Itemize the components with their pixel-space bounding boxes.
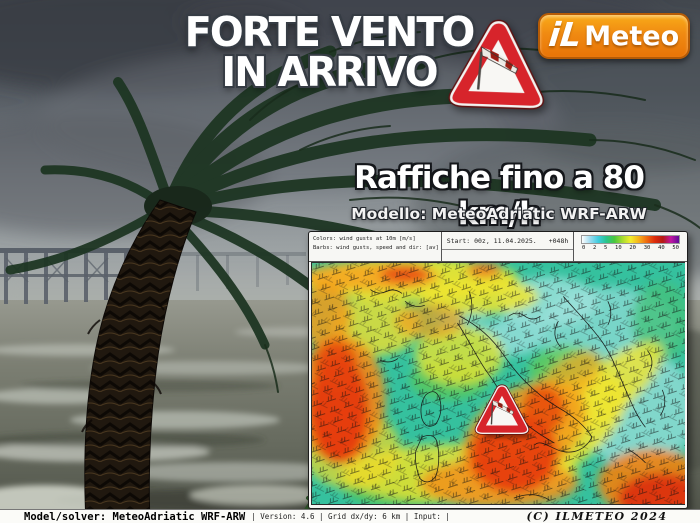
colorbar-tick: 50 [672,245,679,251]
map-info-line-1: Colors: wind gusts at 10m [m/s] [313,236,416,242]
wind-gust-map-panel: Colors: wind gusts at 10m [m/s] Barbs: w… [308,231,688,509]
ilmeteo-logo: iL Meteo [538,13,690,59]
logo-prefix: iL [546,14,584,54]
wind-gust-map [311,262,685,505]
map-legend: 0 2 5 10 20 30 40 50 [574,232,687,261]
footer-details: | Version: 4.6 | Grid dx/dy: 6 km | Inpu… [251,512,450,521]
footer-model-solver: Model/solver: MeteoAdriatic WRF-ARW [24,510,246,523]
colorbar-tick: 40 [658,245,665,251]
headline-line-1: FORTE VENTO [184,8,476,56]
map-forecast-offset: +048h [548,236,569,245]
headline-line-2: IN ARRIVO [221,48,438,97]
model-subtitle: Modello: MeteoAdriatic WRF-ARW [351,205,647,223]
headline: FORTE VENTO IN ARRIVO [183,8,476,97]
footer-bar: Model/solver: MeteoAdriatic WRF-ARW | Ve… [0,509,700,523]
map-start-cell: Start: 00z, 11.04.2025. +048h [441,232,574,261]
wind-barbs-2 [311,262,685,505]
colorbar-tick: 10 [615,245,622,251]
crosswind-warning-icon [447,17,547,110]
map-header: Colors: wind gusts at 10m [m/s] Barbs: w… [309,232,687,262]
gusts-subtitle: Raffiche fino a 80 km/h [354,160,645,232]
colorbar-tick: 0 [582,245,586,251]
colorbar-tick: 20 [629,245,636,251]
map-info-text: Colors: wind gusts at 10m [m/s] Barbs: w… [309,232,441,261]
colorbar-ticks: 0 2 5 10 20 30 40 50 [581,245,680,251]
footer-copyright: (C) ILMETEO 2024 [526,510,668,523]
colorbar-tick: 2 [593,245,597,251]
map-info-line-2: Barbs: wind gusts, speed and dir: [av] [313,245,439,252]
map-crosswind-sign-icon [474,384,531,439]
wind-speed-colorbar [581,235,680,244]
colorbar-tick: 30 [643,245,651,251]
logo-name: Meteo [584,20,680,52]
colorbar-tick: 5 [604,245,608,251]
map-start-time: Start: 00z, 11.04.2025. [446,236,537,245]
